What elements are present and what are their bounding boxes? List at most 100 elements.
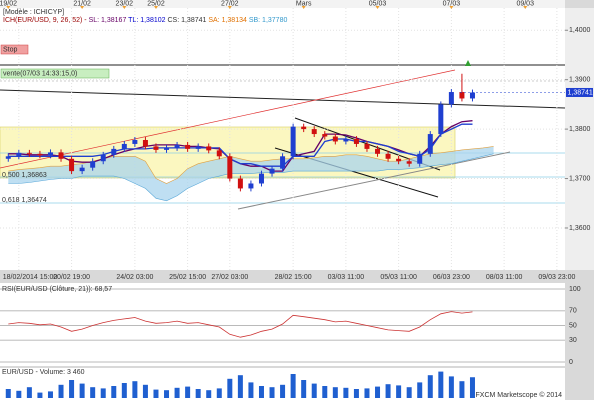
x-tick-label: 03/03 11:00 bbox=[328, 274, 365, 281]
candle-body bbox=[237, 178, 243, 189]
candle-body bbox=[5, 156, 11, 159]
model-label: [Modèle : ICHICYP] bbox=[3, 9, 64, 16]
volume-bar bbox=[195, 389, 201, 398]
candle-body bbox=[90, 161, 96, 168]
y-tick-label: 1,3700 bbox=[569, 175, 591, 182]
top-tick-label: 23/02 bbox=[116, 0, 134, 7]
top-tick-marker bbox=[6, 6, 11, 9]
volume-bar bbox=[5, 389, 11, 398]
candle-body bbox=[417, 153, 423, 164]
x-tick-label: 27/02 03:00 bbox=[211, 274, 248, 281]
y-tick-label: 1,4000 bbox=[569, 27, 591, 34]
top-tick-marker bbox=[122, 6, 127, 9]
legend-entry: SL: 1,38167 bbox=[89, 17, 129, 24]
rsi-title: RSI(EUR/USD (Clôture, 21)): 68,57 bbox=[2, 286, 112, 293]
volume-bar bbox=[174, 387, 180, 398]
indicator-legend: ICH(EUR/USD, 9, 26, 52) - SL: 1,38167 TL… bbox=[3, 17, 287, 24]
volume-title: EUR/USD - Volume: 3 460 bbox=[2, 369, 85, 376]
trend-line bbox=[0, 69, 456, 169]
candle-body bbox=[142, 139, 148, 147]
volume-bar bbox=[69, 380, 75, 398]
candle-body bbox=[290, 126, 296, 157]
top-tick-marker bbox=[523, 6, 528, 9]
candle-body bbox=[206, 146, 212, 151]
candle-body bbox=[121, 143, 127, 149]
volume-bar bbox=[111, 386, 117, 398]
y-tick-label: 100 bbox=[569, 286, 581, 293]
last-price-tag bbox=[566, 87, 593, 97]
x-tick-label: 05/03 11:00 bbox=[380, 274, 417, 281]
trend-line bbox=[237, 151, 511, 210]
y-tick-label: 1,3600 bbox=[569, 225, 591, 232]
top-tick-marker bbox=[80, 6, 85, 9]
volume-bar bbox=[90, 387, 96, 398]
candle-body bbox=[111, 148, 117, 155]
top-tick-label: Mars bbox=[296, 0, 312, 7]
top-tick-label: 27/02 bbox=[221, 0, 239, 7]
volume-bar bbox=[364, 388, 370, 398]
volume-bar bbox=[280, 384, 286, 398]
volume-bar bbox=[26, 387, 32, 398]
top-tick-label: 07/03 bbox=[443, 0, 461, 7]
x-tick-label: 25/02 15:00 bbox=[169, 274, 206, 281]
legend-entry: CS: 1,38741 bbox=[167, 17, 208, 24]
candle-body bbox=[216, 150, 222, 157]
candle-body bbox=[301, 126, 307, 130]
top-tick-marker bbox=[153, 6, 158, 9]
candle-body bbox=[132, 139, 138, 144]
volume-bar bbox=[58, 384, 64, 398]
top-axis bbox=[0, 0, 565, 8]
volume-bar bbox=[459, 381, 465, 398]
candle-body bbox=[438, 104, 444, 135]
volume-bar bbox=[142, 384, 148, 398]
volume-bar bbox=[248, 382, 254, 398]
legend-entry: ICH(EUR/USD, 9, 26, 52) - bbox=[3, 17, 89, 24]
candle-body bbox=[164, 147, 170, 150]
x-tick-label: 08/03 11:00 bbox=[486, 274, 523, 281]
volume-bar bbox=[47, 391, 53, 398]
volume-bar bbox=[427, 375, 433, 398]
x-tick-label: 20/02 19:00 bbox=[53, 274, 90, 281]
fibo-label: 0,500 1,36863 bbox=[2, 172, 47, 179]
volume-bar bbox=[79, 383, 85, 398]
sell-tag bbox=[0, 68, 110, 79]
y-tick-label: 70 bbox=[569, 308, 577, 315]
volume-bar bbox=[385, 384, 391, 398]
legend-entry: SB: 1,37780 bbox=[249, 17, 288, 24]
candle-body bbox=[269, 168, 275, 174]
candle-body bbox=[174, 144, 180, 148]
rsi-line bbox=[8, 311, 473, 338]
volume-bar bbox=[100, 388, 106, 398]
candle-body bbox=[406, 161, 412, 164]
last-price-label: 1,38741 bbox=[568, 89, 593, 96]
candle-body bbox=[280, 156, 286, 169]
top-tick-marker bbox=[449, 6, 454, 9]
volume-bar bbox=[448, 376, 454, 398]
legend-entry: SA: 1,38134 bbox=[208, 17, 248, 24]
legend-entry: TL: 1,38102 bbox=[128, 17, 167, 24]
volume-bar bbox=[417, 382, 423, 398]
volume-bar bbox=[406, 387, 412, 398]
top-tick-marker bbox=[227, 6, 232, 9]
candle-body bbox=[353, 139, 359, 144]
volume-bar bbox=[164, 390, 170, 398]
candle-body bbox=[311, 129, 317, 135]
top-tick-marker bbox=[375, 6, 380, 9]
cloud-lower bbox=[8, 153, 494, 202]
volume-bar bbox=[227, 378, 233, 398]
volume-bar bbox=[322, 386, 328, 398]
volume-bar bbox=[37, 392, 43, 398]
volume-bar bbox=[132, 381, 138, 398]
volume-bar bbox=[311, 383, 317, 398]
volume-bar bbox=[396, 385, 402, 398]
candle-body bbox=[153, 146, 159, 150]
candle-body bbox=[427, 134, 433, 154]
fibo-label: 0,618 1,36474 bbox=[2, 197, 47, 204]
y-tick-label: 1,3800 bbox=[569, 126, 591, 133]
candle-body bbox=[364, 143, 370, 149]
candle-body bbox=[375, 148, 381, 154]
volume-bar bbox=[16, 390, 22, 398]
top-tick-label: 05/03 bbox=[369, 0, 387, 7]
volume-bar bbox=[269, 387, 275, 398]
x-tick-label: 28/02 15:00 bbox=[275, 274, 312, 281]
